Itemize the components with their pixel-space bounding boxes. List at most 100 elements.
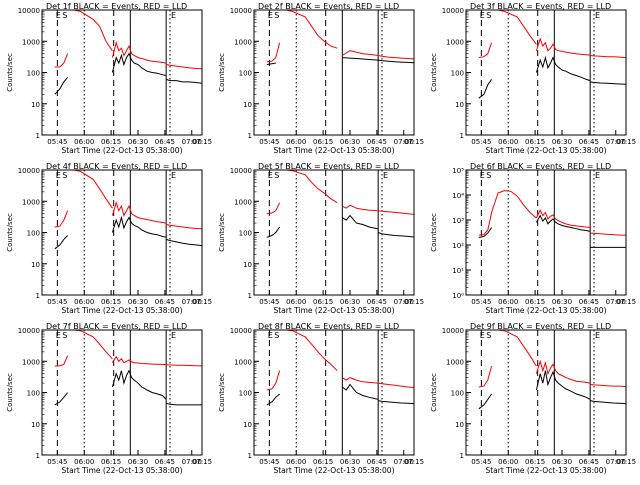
x-tick-label: 06:45: [579, 298, 599, 306]
plot-frame: [465, 169, 627, 296]
corner-label: S: [486, 11, 491, 20]
corner-label: E: [56, 331, 61, 340]
y-tick-label: 10⁵: [452, 167, 464, 175]
corner-label: E: [595, 331, 600, 340]
series-line-lld: [54, 53, 69, 68]
series-line-events: [342, 57, 415, 64]
x-tick-label: 06:45: [155, 138, 175, 146]
y-tick-label: 100: [27, 390, 40, 398]
y-tick-label: 10000: [442, 327, 464, 335]
series-line-events: [378, 232, 415, 238]
series-line-events: [266, 393, 280, 406]
y-tick-label: 10000: [18, 327, 40, 335]
x-tick-label: 06:15: [313, 458, 333, 466]
x-tick-label: 06:30: [552, 138, 572, 146]
series-line-events: [166, 238, 203, 247]
y-axis-label: Counts/sec: [218, 53, 226, 92]
x-tick-label: 06:15: [525, 458, 545, 466]
corner-label: S: [62, 171, 67, 180]
series-line-events: [266, 62, 276, 65]
x-tick-label: 06:45: [367, 458, 387, 466]
x-tick-label: 06:00: [286, 298, 306, 306]
x-tick-label: 07:15: [192, 298, 212, 306]
x-axis-label: Start Time (22-Oct-13 05:38:00): [485, 306, 606, 315]
series-line-lld: [111, 355, 167, 366]
series-line-lld: [166, 64, 203, 70]
series-line-lld: [67, 9, 113, 51]
y-tick-label: 10: [31, 101, 40, 109]
x-axis-label: Start Time (22-Oct-13 05:38:00): [273, 466, 394, 475]
y-tick-label: 10000: [442, 7, 464, 15]
x-tick-label: 07:00: [606, 298, 626, 306]
x-tick-label: 07:00: [394, 458, 414, 466]
series-line-events: [166, 402, 202, 406]
series-line-lld: [266, 370, 281, 391]
series-line-lld: [478, 42, 493, 59]
corner-label: E: [595, 11, 600, 20]
y-tick-label: 1: [248, 132, 252, 140]
series-line-events: [535, 55, 591, 82]
series-line-lld: [166, 224, 203, 230]
corner-label: E: [268, 331, 273, 340]
y-axis-label: Counts/sec: [430, 373, 438, 412]
y-tick-label: 1000: [22, 38, 40, 46]
x-tick-label: 05:45: [47, 298, 67, 306]
y-tick-label: 10⁰: [452, 292, 464, 300]
series-line-events: [54, 76, 68, 95]
x-tick-label: 05:45: [471, 458, 491, 466]
series-line-events: [266, 226, 281, 238]
panel-title: Det 8f BLACK = Events, RED = LLD: [258, 322, 399, 331]
x-tick-label: 06:00: [498, 298, 518, 306]
corner-label: E: [480, 331, 485, 340]
x-tick-label: 06:45: [155, 458, 175, 466]
series-line-events: [590, 81, 627, 85]
y-tick-label: 1000: [446, 38, 464, 46]
y-tick-label: 10000: [18, 167, 40, 175]
plot-frame: [253, 169, 415, 296]
x-tick-label: 07:00: [182, 138, 202, 146]
x-tick-label: 06:15: [101, 298, 121, 306]
x-tick-label: 06:15: [313, 138, 333, 146]
y-tick-label: 10: [31, 421, 40, 429]
series-line-events: [342, 214, 379, 230]
series-line-events: [478, 227, 493, 238]
x-tick-label: 05:45: [471, 138, 491, 146]
x-tick-label: 06:15: [101, 458, 121, 466]
y-axis-label: Counts/sec: [430, 213, 438, 252]
series-line-lld: [478, 365, 493, 388]
y-tick-label: 1: [460, 132, 464, 140]
x-tick-label: 06:30: [340, 458, 360, 466]
x-tick-label: 07:00: [182, 298, 202, 306]
series-line-events: [535, 214, 591, 232]
y-tick-label: 1000: [22, 198, 40, 206]
corner-label: E: [171, 331, 176, 340]
x-tick-label: 06:00: [74, 458, 94, 466]
corner-label: E: [171, 171, 176, 180]
y-tick-label: 100: [239, 70, 252, 78]
panel-title: Det 3f BLACK = Events, RED = LLD: [470, 2, 611, 11]
corner-label: S: [274, 171, 279, 180]
y-tick-label: 1: [36, 132, 40, 140]
y-tick-label: 10²: [452, 242, 464, 250]
series-line-lld: [342, 50, 415, 60]
panel-title: Det 1f BLACK = Events, RED = LLD: [46, 2, 187, 11]
x-tick-label: 05:45: [259, 458, 279, 466]
series-line-lld: [67, 169, 113, 209]
y-tick-label: 1: [36, 452, 40, 460]
x-tick-label: 06:30: [340, 138, 360, 146]
y-tick-label: 1000: [234, 198, 252, 206]
panel-title: Det 9f BLACK = Events, RED = LLD: [470, 322, 611, 331]
x-tick-label: 06:30: [128, 458, 148, 466]
corner-label: E: [268, 171, 273, 180]
plot-frame: [253, 329, 415, 456]
y-axis-label: Counts/sec: [6, 53, 14, 92]
y-tick-label: 10¹: [452, 267, 464, 275]
x-tick-label: 05:45: [47, 138, 67, 146]
plot-frame: [41, 9, 203, 136]
